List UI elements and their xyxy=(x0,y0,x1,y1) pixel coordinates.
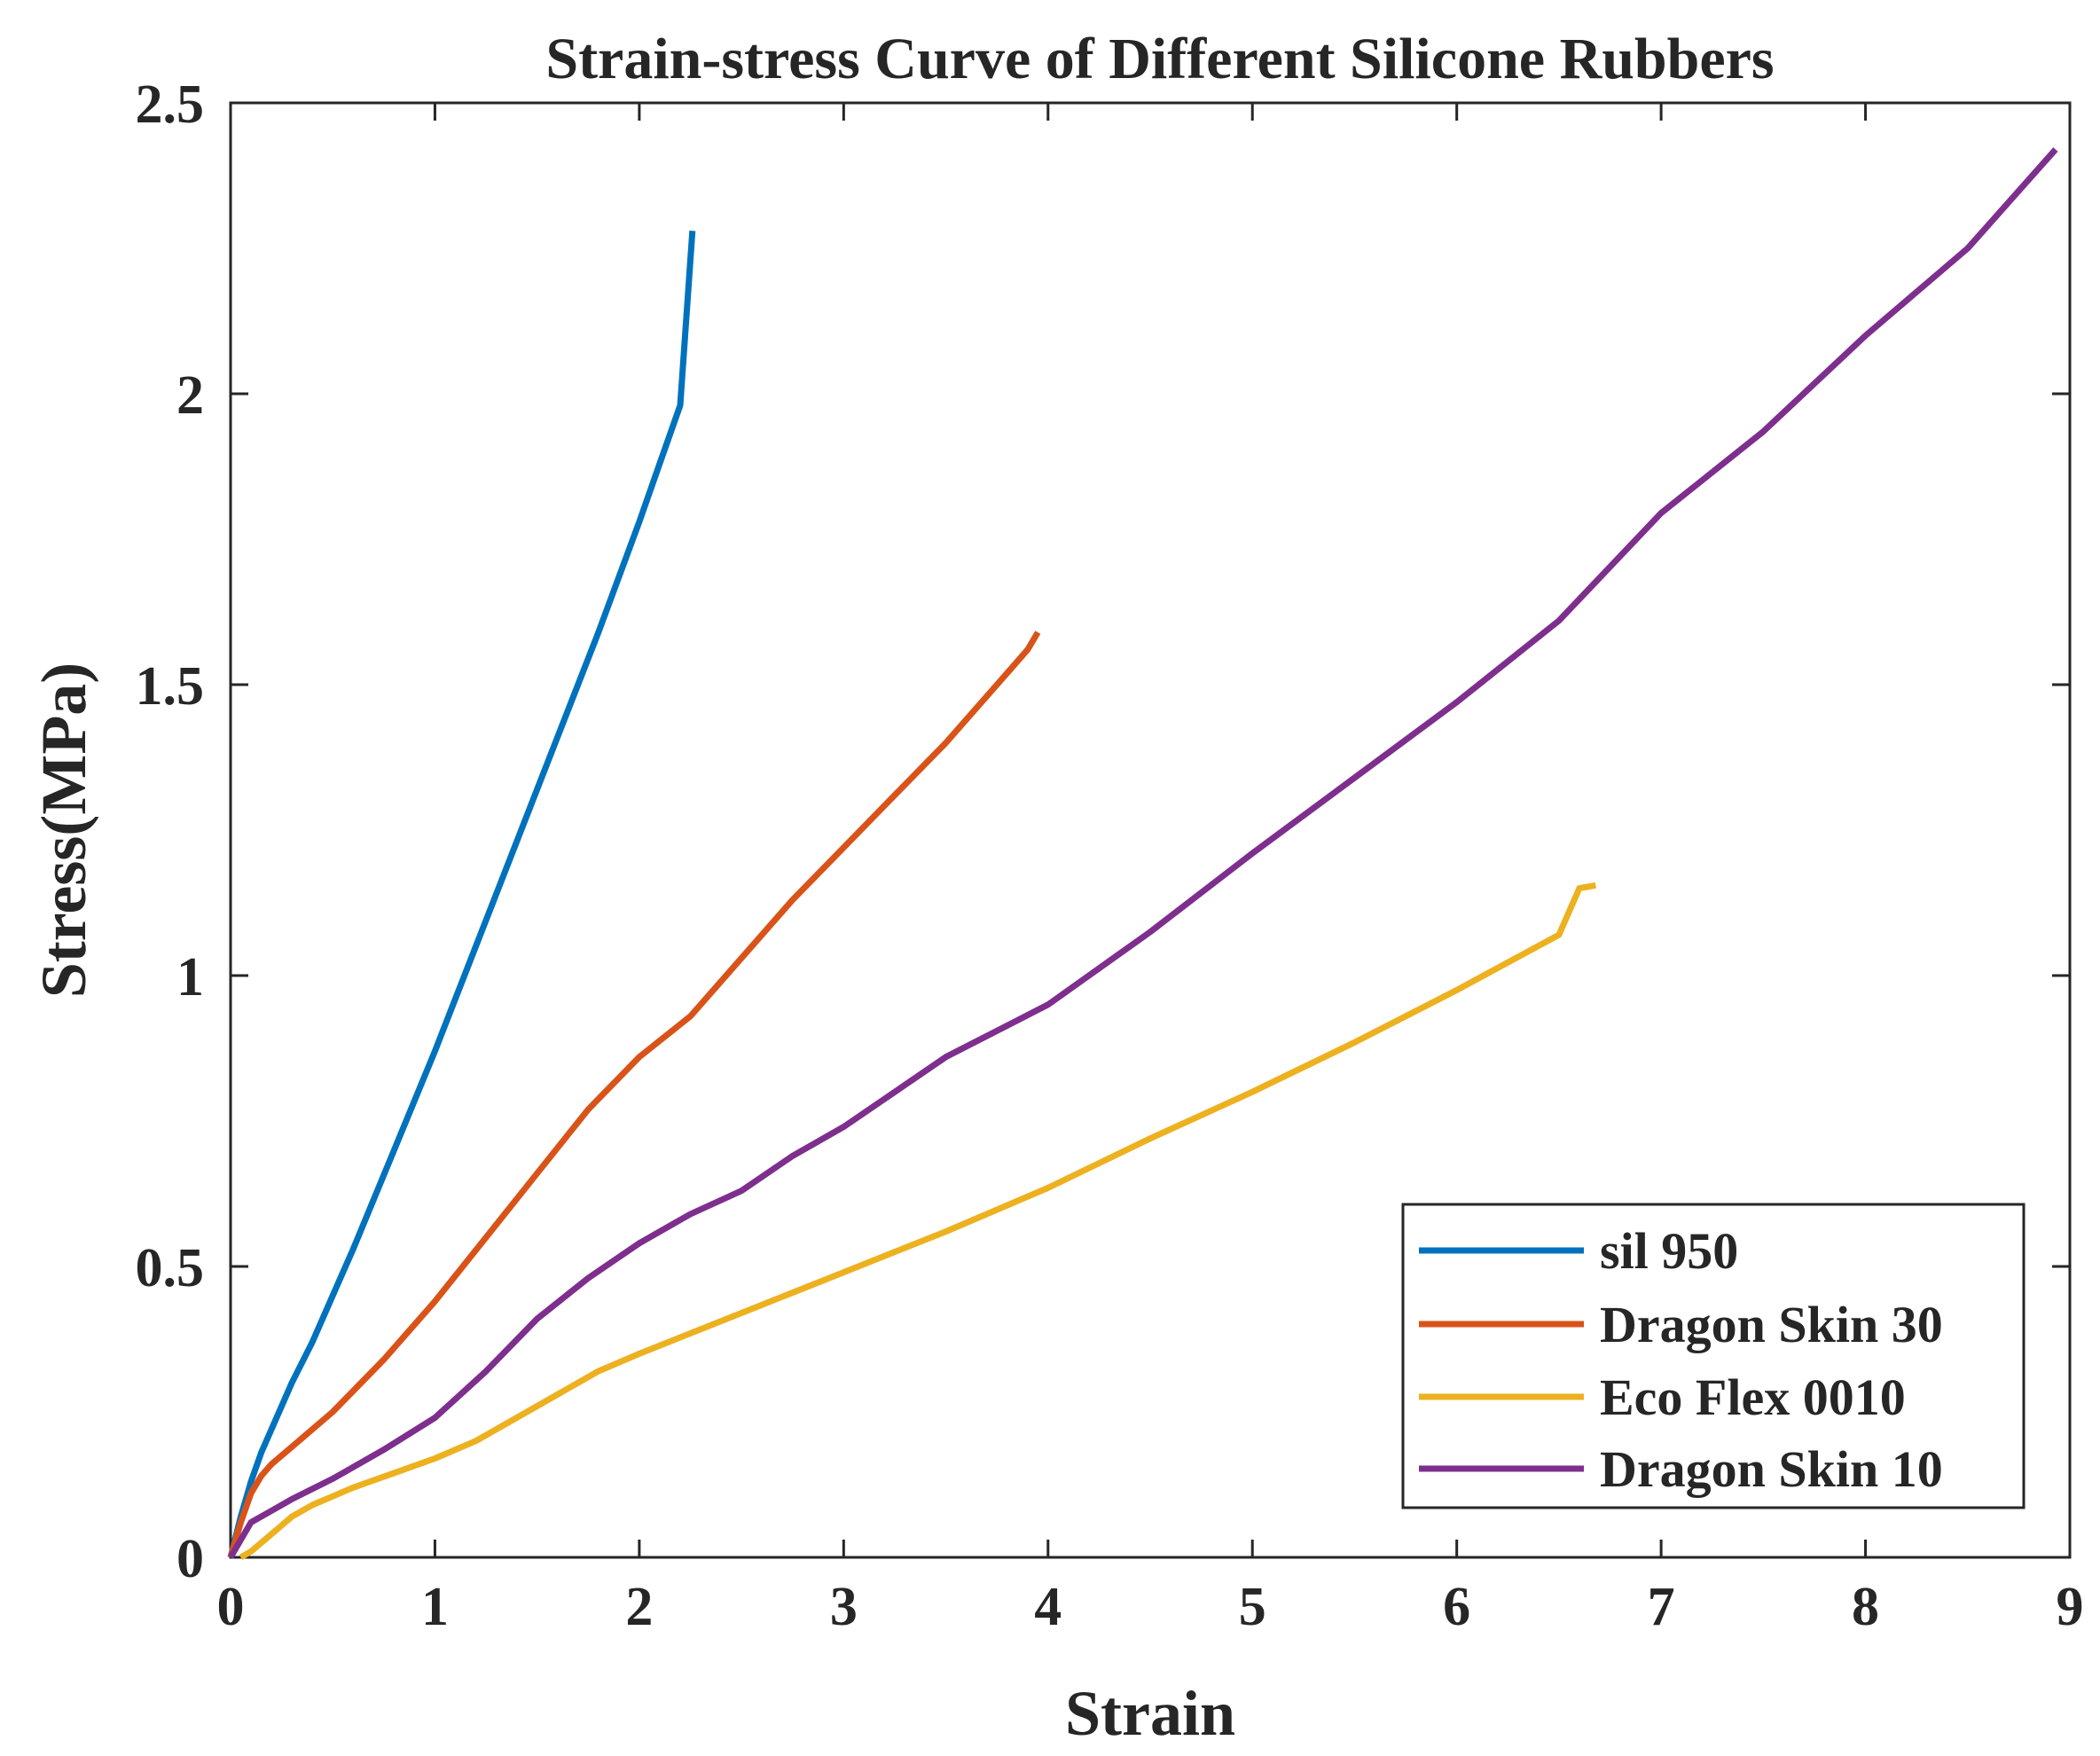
x-tick-label: 2 xyxy=(625,1577,653,1637)
y-tick-label: 0.5 xyxy=(136,1238,205,1298)
chart-title: Strain-stress Curve of Different Silicon… xyxy=(545,27,1774,91)
x-tick-label: 6 xyxy=(1443,1577,1470,1637)
x-axis-label: Strain xyxy=(1065,1678,1235,1749)
x-tick-label: 9 xyxy=(2057,1577,2084,1637)
x-tick-label: 4 xyxy=(1034,1577,1062,1637)
x-tick-label: 3 xyxy=(830,1577,858,1637)
x-tick-label: 7 xyxy=(1648,1577,1675,1637)
x-tick-labels: 0 1 2 3 4 5 6 7 8 9 xyxy=(217,1577,2084,1637)
series-line-eco-flex-0010 xyxy=(239,882,1597,1561)
legend-label-dragon-skin-10: Dragon Skin 10 xyxy=(1600,1440,1943,1498)
legend-label-sil-950: sil 950 xyxy=(1600,1222,1738,1280)
x-tick-label: 0 xyxy=(217,1577,245,1637)
y-tick-label: 0 xyxy=(176,1529,204,1589)
plot-area xyxy=(229,101,2072,1559)
y-tick-label: 1.5 xyxy=(136,656,205,717)
y-tick-label: 2 xyxy=(176,365,204,426)
y-axis-label: Stress(MPa) xyxy=(28,662,99,999)
legend-label-dragon-skin-30: Dragon Skin 30 xyxy=(1600,1296,1943,1353)
legend-label-eco-flex-0010: Eco Flex 0010 xyxy=(1600,1368,1906,1426)
x-tick-label: 5 xyxy=(1239,1577,1266,1637)
series-lines xyxy=(227,147,2058,1561)
y-tick-labels: 0 0.5 1 1.5 2 2.5 xyxy=(136,74,205,1589)
series-line-dragon-skin-10 xyxy=(227,147,2058,1559)
series-line-dragon-skin-30 xyxy=(227,631,1041,1558)
legend: sil 950 Dragon Skin 30 Eco Flex 0010 Dragon… xyxy=(1401,1203,2026,1509)
y-tick-label: 1 xyxy=(176,947,204,1007)
x-tick-label: 8 xyxy=(1852,1577,1879,1637)
legend-box xyxy=(1401,1203,2026,1509)
y-tick-label: 2.5 xyxy=(136,74,205,135)
x-tick-label: 1 xyxy=(421,1577,449,1637)
series-line-sil-950 xyxy=(227,231,696,1558)
